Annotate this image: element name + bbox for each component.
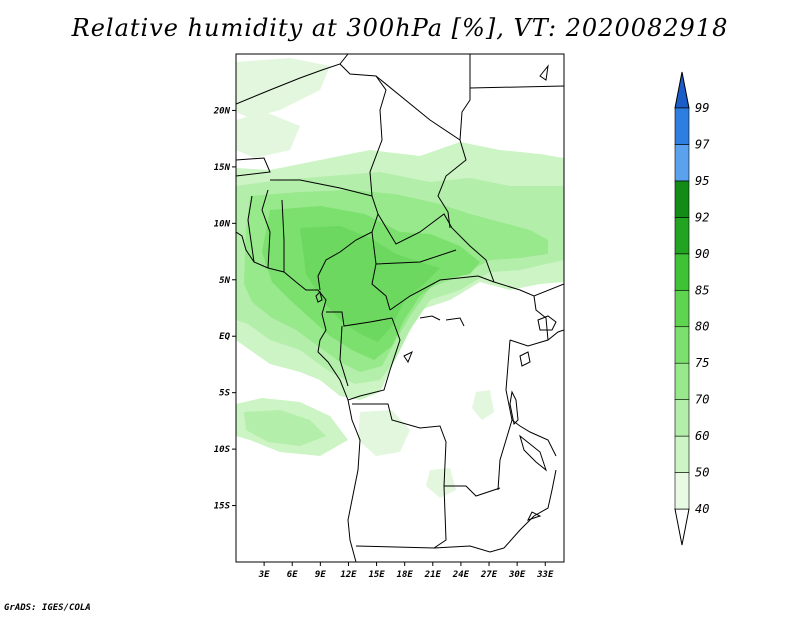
lake <box>445 317 465 327</box>
border <box>247 195 255 263</box>
border <box>261 189 271 269</box>
colorbar: 40 50 60 70 75 80 85 90 92 95 97 99 <box>674 71 710 546</box>
lon-tick-label: 33E <box>536 570 554 580</box>
border <box>533 295 549 341</box>
border <box>437 139 467 229</box>
lon-tick-label: 24E <box>452 570 470 580</box>
lake <box>527 511 542 521</box>
border <box>236 157 271 177</box>
colorbar-level-label: 92 <box>695 210 709 224</box>
border <box>355 485 447 549</box>
colorbar-bin <box>674 399 690 437</box>
colorbar-level-label: 70 <box>695 393 709 407</box>
border <box>509 329 564 347</box>
border <box>339 63 387 215</box>
border <box>377 213 521 291</box>
colorbar-level-label: 80 <box>695 320 709 334</box>
colorbar-bin <box>674 107 690 145</box>
lon-tick-label: 9E <box>315 570 326 580</box>
lake <box>537 315 557 331</box>
lon-tick-label: 21E <box>424 570 442 580</box>
humidity-field-band <box>472 390 494 420</box>
border <box>433 545 505 553</box>
colorbar-bin <box>674 435 690 473</box>
border <box>352 403 501 497</box>
border <box>371 231 391 311</box>
border <box>375 54 471 141</box>
colorbar-level-label: 95 <box>695 174 709 188</box>
humidity-field <box>236 58 564 498</box>
lon-tick-label: 15E <box>368 570 385 580</box>
border <box>339 325 349 387</box>
colorbar-level-label: 40 <box>695 502 709 516</box>
lake <box>509 390 519 426</box>
colorbar-upper-arrow <box>674 71 690 109</box>
colorbar-level-label: 90 <box>695 247 709 261</box>
colorbar-bin <box>674 180 690 218</box>
border <box>236 54 349 105</box>
grads-credit: GrADS: IGES/COLA <box>4 603 91 613</box>
map-title: Relative humidity at 300hPa [%], VT: 202… <box>71 14 729 42</box>
colorbar-bin <box>674 362 690 400</box>
lake <box>519 434 548 472</box>
lon-tick-label: 3E <box>258 570 270 580</box>
lake <box>519 351 531 367</box>
colorbar-level-label: 75 <box>695 356 709 370</box>
lat-tick-label: 5S <box>219 389 230 399</box>
border <box>270 179 373 197</box>
coastline <box>236 231 361 562</box>
lat-tick-label: 15N <box>214 163 231 173</box>
colorbar-level-label: 60 <box>695 429 709 443</box>
colorbar-lower-arrow <box>674 508 690 546</box>
country-borders <box>236 54 564 562</box>
colorbar-level-label: 99 <box>695 101 709 115</box>
lake <box>315 291 323 303</box>
colorbar-bin <box>674 472 690 510</box>
humidity-field-band <box>426 468 456 498</box>
colorbar-level-label: 97 <box>695 137 710 151</box>
border <box>469 85 564 89</box>
lon-tick-label: 12E <box>340 570 357 580</box>
border <box>497 419 513 491</box>
border <box>281 199 285 272</box>
lon-tick-label: 6E <box>287 570 298 580</box>
lake <box>419 315 441 321</box>
longitude-axis: 3E 6E 9E 12E 15E 18E 21E 24E 27E 30E 33E <box>258 562 554 580</box>
lon-tick-label: 30E <box>508 570 526 580</box>
border <box>375 249 457 265</box>
colorbar-bin <box>674 217 690 255</box>
lat-tick-label: 15S <box>214 502 231 512</box>
lat-tick-label: EQ <box>219 332 230 342</box>
colorbar-level-label: 85 <box>695 283 709 297</box>
lake <box>403 350 413 364</box>
humidity-field-band <box>358 410 410 456</box>
colorbar-bin <box>674 289 690 328</box>
colorbar-bin <box>674 326 690 364</box>
plot-frame <box>235 53 565 563</box>
lon-tick-label: 27E <box>480 570 498 580</box>
humidity-field-band <box>236 58 330 118</box>
colorbar-bin <box>674 144 690 182</box>
border <box>347 317 401 401</box>
border <box>503 469 557 549</box>
lon-tick-label: 18E <box>397 570 414 580</box>
lake <box>539 64 549 81</box>
lat-tick-label: 5N <box>219 276 230 286</box>
border <box>389 275 495 311</box>
colorbar-bin <box>674 253 690 291</box>
lat-tick-label: 20N <box>213 106 231 116</box>
colorbar-level-label: 50 <box>695 466 709 480</box>
lat-tick-label: 10N <box>214 219 231 229</box>
humidity-field-band <box>244 410 326 446</box>
humidity-field-band <box>236 112 300 158</box>
lat-tick-label: 10S <box>214 445 231 455</box>
border <box>326 311 393 327</box>
latitude-axis: 20N 15N 10N 5N EQ 5S 10S 15S <box>213 106 236 512</box>
border <box>505 339 557 457</box>
